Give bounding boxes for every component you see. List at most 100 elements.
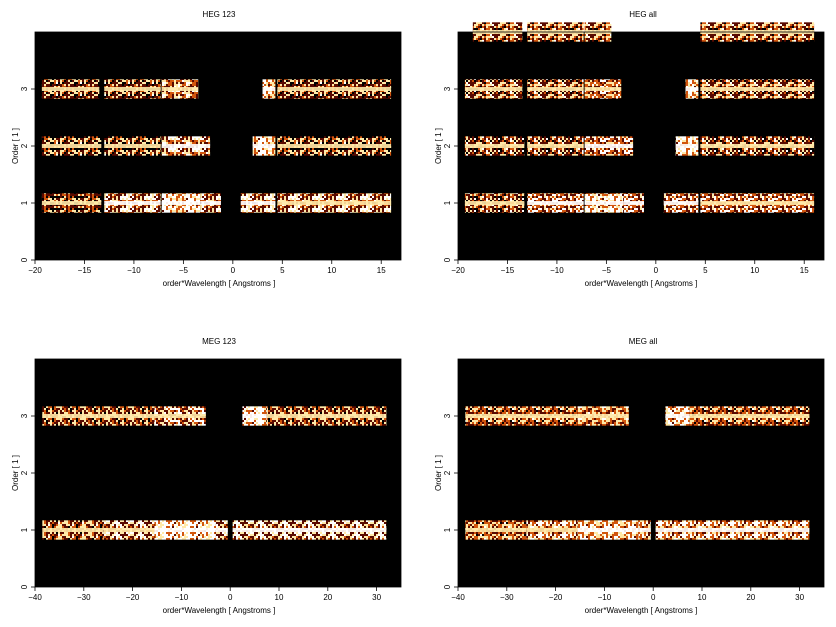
- x-tick-label: −15: [501, 266, 515, 275]
- order-ridge: [700, 87, 815, 91]
- x-tick-label: 10: [698, 593, 707, 602]
- order-ridge: [577, 528, 639, 532]
- x-tick-label: −15: [78, 266, 92, 275]
- y-tick-label: 1: [20, 527, 29, 532]
- order-ridge: [42, 528, 104, 532]
- panel-title: HEG all: [629, 10, 657, 19]
- panel-title: MEG all: [629, 337, 658, 346]
- order-ridge: [655, 528, 810, 532]
- order-ridge: [41, 87, 100, 91]
- order-ridge: [521, 414, 578, 418]
- order-ridge: [464, 87, 523, 91]
- x-axis-label: order*Wavelength [ Angstroms ]: [585, 606, 698, 615]
- order-ridge: [42, 414, 99, 418]
- order-ridge: [623, 201, 644, 205]
- y-tick-label: 2: [443, 143, 452, 148]
- x-tick-label: −20: [549, 593, 563, 602]
- x-tick-label: 15: [377, 266, 386, 275]
- y-tick-label: 1: [443, 200, 452, 205]
- x-tick-label: 10: [327, 266, 336, 275]
- order-ridge: [663, 201, 699, 205]
- x-tick-label: 5: [703, 266, 708, 275]
- x-tick-label: −10: [127, 266, 141, 275]
- y-tick-label: 2: [20, 470, 29, 475]
- x-tick-label: 20: [323, 593, 332, 602]
- x-tick-label: −20: [28, 266, 42, 275]
- y-tick-label: 3: [20, 86, 29, 91]
- x-tick-label: −10: [550, 266, 564, 275]
- y-tick-label: 2: [443, 470, 452, 475]
- x-tick-label: 0: [228, 593, 233, 602]
- x-tick-label: −40: [451, 593, 465, 602]
- order-ridge: [262, 87, 276, 91]
- order-ridge: [104, 87, 161, 91]
- y-tick-label: 3: [443, 413, 452, 418]
- x-axis-label: order*Wavelength [ Angstroms ]: [163, 279, 276, 288]
- order-ridge: [638, 528, 651, 532]
- order-ridge: [161, 201, 201, 205]
- order-ridge: [232, 528, 387, 532]
- y-tick-label: 3: [20, 413, 29, 418]
- order-ridge: [277, 144, 392, 148]
- plot-area: [458, 359, 824, 587]
- x-tick-label: 5: [280, 266, 285, 275]
- x-tick-label: −30: [500, 593, 514, 602]
- y-tick-label: 0: [443, 584, 452, 589]
- y-axis-label: Order [ 1 ]: [434, 128, 443, 164]
- order-ridge: [161, 144, 211, 148]
- order-ridge: [200, 201, 221, 205]
- order-ridge: [584, 201, 624, 205]
- order-ridge: [154, 528, 216, 532]
- y-axis-label: Order [ 1 ]: [11, 455, 20, 491]
- order-ridge: [527, 87, 584, 91]
- order-ridge: [41, 201, 102, 205]
- order-ridge: [41, 144, 102, 148]
- order-ridge: [689, 414, 810, 418]
- panel-heg-all: HEG all order*Wavelength [ Angstroms ] O…: [434, 10, 825, 288]
- y-axis-label: Order [ 1 ]: [11, 128, 20, 164]
- order-ridge: [584, 87, 622, 91]
- y-axis-label: Order [ 1 ]: [434, 455, 443, 491]
- order-ridge: [103, 528, 155, 532]
- order-ridge: [526, 528, 578, 532]
- order-ridge: [665, 414, 690, 418]
- order-ridge: [700, 201, 815, 205]
- order-ridge: [240, 201, 276, 205]
- order-ridge: [584, 144, 634, 148]
- x-tick-label: −20: [451, 266, 465, 275]
- order-ridge: [252, 144, 276, 148]
- order-ridge: [215, 528, 228, 532]
- x-axis-label: order*Wavelength [ Angstroms ]: [585, 279, 698, 288]
- x-tick-label: 10: [275, 593, 284, 602]
- x-tick-label: 15: [800, 266, 809, 275]
- order-ridge: [464, 144, 525, 148]
- x-tick-label: −20: [126, 593, 140, 602]
- x-tick-label: 10: [750, 266, 759, 275]
- order-ridge: [527, 201, 584, 205]
- order-ridge: [465, 414, 522, 418]
- x-tick-label: 30: [795, 593, 804, 602]
- order-ridge: [154, 414, 206, 418]
- x-tick-label: −40: [28, 593, 42, 602]
- order-ridge: [242, 414, 267, 418]
- x-tick-label: −10: [598, 593, 612, 602]
- order-ridge: [161, 87, 199, 91]
- panel-meg-all: MEG all order*Wavelength [ Angstroms ] O…: [434, 337, 825, 615]
- panel-heg-123: HEG 123 order*Wavelength [ Angstroms ] O…: [11, 10, 402, 288]
- y-tick-label: 3: [443, 86, 452, 91]
- x-tick-label: −30: [77, 593, 91, 602]
- order-ridge: [98, 414, 155, 418]
- order-ridge: [675, 144, 699, 148]
- panel-title: HEG 123: [203, 10, 236, 19]
- panel-meg-123: MEG 123 order*Wavelength [ Angstroms ] O…: [11, 337, 402, 615]
- x-tick-label: −5: [602, 266, 612, 275]
- order-ridge: [685, 87, 699, 91]
- order-ridge: [527, 144, 584, 148]
- order-ridge: [266, 414, 387, 418]
- x-tick-label: 30: [372, 593, 381, 602]
- y-tick-label: 1: [443, 527, 452, 532]
- y-tick-label: 0: [20, 257, 29, 262]
- x-tick-label: −5: [179, 266, 189, 275]
- order-ridge: [104, 201, 161, 205]
- y-tick-label: 2: [20, 143, 29, 148]
